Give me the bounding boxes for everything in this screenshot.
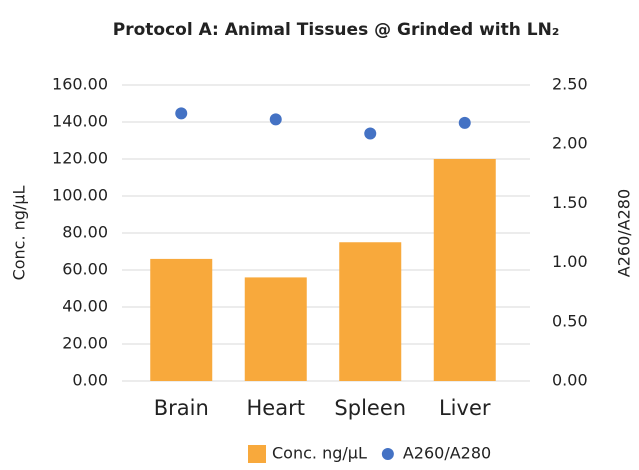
x-tick-label: Heart [247,396,305,420]
legend-label: A260/A280 [403,444,491,463]
point [458,116,471,129]
y-tick-label: 120.00 [52,149,108,168]
x-tick-label: Brain [154,396,209,420]
y-tick-label: 160.00 [52,75,108,94]
y-tick-label: 140.00 [52,112,108,131]
bar [244,277,307,381]
point [364,127,377,140]
y2-tick-label: 0.00 [552,371,588,390]
x-tick-label: Liver [439,396,491,420]
y-tick-label: 0.00 [72,371,108,390]
y-axis-label: Conc. ng/µL [10,185,29,280]
y-tick-label: 40.00 [62,297,108,316]
legend-label: Conc. ng/µL [272,444,367,463]
point [175,107,188,120]
legend-swatch [381,448,394,460]
y-tick-label: 80.00 [62,223,108,242]
point [269,113,282,126]
x-tick-label: Spleen [334,396,406,420]
y2-tick-label: 0.50 [552,311,588,330]
bar [339,242,402,381]
y2-tick-label: 1.50 [552,193,588,212]
y2-tick-label: 2.00 [552,134,588,153]
chart-title: Protocol A: Animal Tissues @ Grinded wit… [113,20,560,40]
y2-tick-label: 2.50 [552,75,588,94]
y-tick-label: 20.00 [62,334,108,353]
y-tick-label: 100.00 [52,186,108,205]
y-tick-label: 60.00 [62,260,108,279]
bar [150,258,213,381]
y2-axis-label: A260/A280 [615,189,634,277]
bar [433,159,496,381]
y2-tick-label: 1.00 [552,252,588,271]
legend-swatch [248,445,266,463]
